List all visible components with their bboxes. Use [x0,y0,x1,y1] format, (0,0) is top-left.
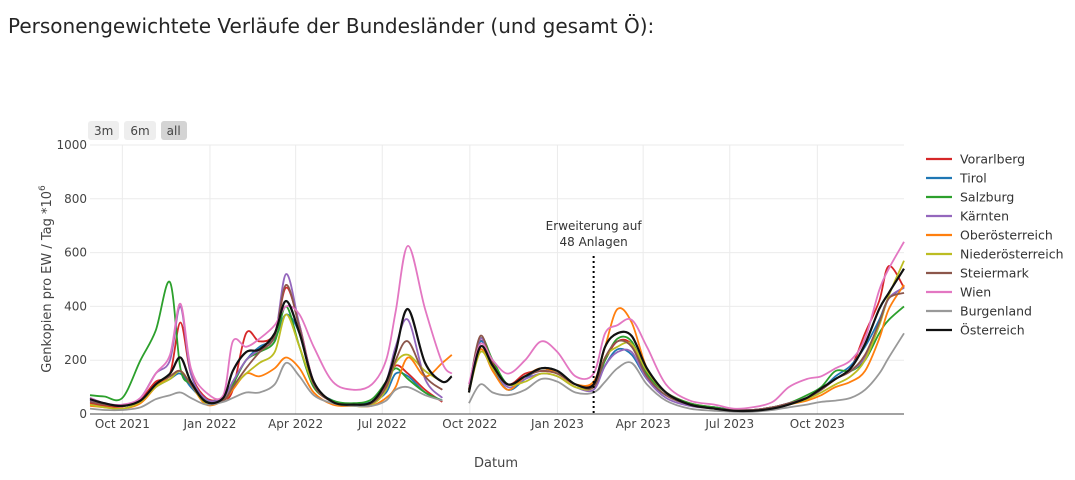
legend-label-tirol: Tirol [959,171,987,186]
series-line-vorarlberg [89,265,905,412]
series-line-niederoesterreich [89,260,905,412]
series-line-steiermark [89,283,905,412]
y-axis-title-exponent: 6 [38,185,48,191]
x-tick-label: Oct 2022 [442,417,497,431]
x-tick-label: Apr 2022 [268,417,323,431]
y-tick-label: 1000 [56,138,87,152]
y-tick-label: 800 [64,192,87,206]
y-axis-ticks: 0 200 400 600 800 1000 [56,138,87,421]
y-axis-title-text: Genkopien pro EW / Tag *10 [40,191,55,373]
range-button-all[interactable]: all [160,121,187,140]
legend-label-niederoesterreich: Niederösterreich [960,247,1064,262]
y-tick-label: 200 [64,353,87,367]
legend-label-wien: Wien [960,285,991,300]
range-button-6m[interactable]: 6m [124,121,156,140]
series-line-burgenland [89,332,905,413]
series-line-kaernten [89,273,905,412]
page-title: Personengewichtete Verläufe der Bundeslä… [8,14,655,38]
legend-label-salzburg: Salzburg [960,190,1014,205]
legend-label-vorarlberg: Vorarlberg [960,152,1025,167]
legend-label-burgenland: Burgenland [960,304,1032,319]
x-axis-title: Datum [474,456,518,471]
legend: Vorarlberg Tirol Salzburg Kärnten Oberösterr… [926,152,1064,338]
series-line-wien [89,241,905,410]
y-tick-label: 0 [79,407,87,421]
range-selector: 3m 6m all [88,121,187,140]
x-tick-label: Jul 2023 [704,417,754,431]
legend-label-oberoesterreich: Oberösterreich [960,228,1053,243]
x-tick-label: Jul 2022 [357,417,407,431]
series-lines [89,241,905,413]
y-axis-title: Genkopien pro EW / Tag *106 [38,185,55,373]
x-tick-label: Oct 2021 [95,417,150,431]
series-line-oberoesterreich [89,284,905,412]
y-tick-label: 400 [64,299,87,313]
x-tick-label: Oct 2023 [790,417,845,431]
y-tick-label: 600 [64,246,87,260]
legend-label-oesterreich: Österreich [960,322,1025,338]
series-line-oesterreich [89,268,905,413]
x-tick-label: Jan 2023 [530,417,584,431]
annotation-text-line2: 48 Anlagen [560,235,628,249]
range-button-3m[interactable]: 3m [88,121,120,140]
annotation-text-line1: Erweiterung auf [546,219,643,233]
x-tick-label: Jan 2022 [183,417,237,431]
legend-label-kaernten: Kärnten [960,209,1009,224]
x-axis-ticks: Oct 2021 Jan 2022 Apr 2022 Jul 2022 Oct 2022… [95,417,845,431]
x-tick-label: Apr 2023 [616,417,671,431]
series-line-salzburg [89,281,905,412]
legend-label-steiermark: Steiermark [960,266,1030,281]
